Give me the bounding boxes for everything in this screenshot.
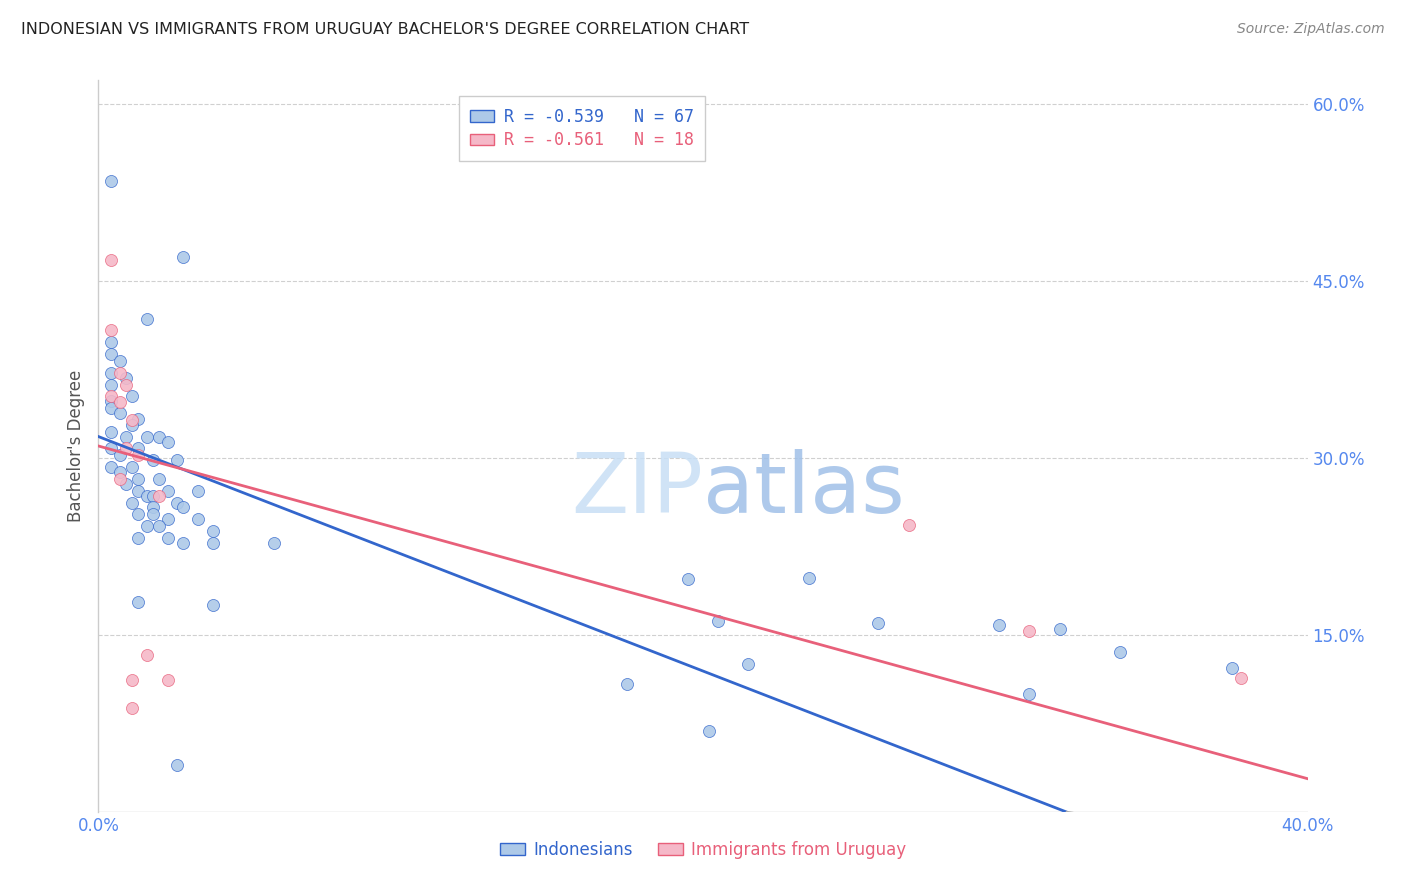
Point bbox=[127, 412, 149, 426]
Point bbox=[108, 472, 131, 486]
Point bbox=[148, 489, 170, 503]
Point bbox=[1220, 661, 1243, 675]
Point bbox=[142, 453, 165, 467]
Point bbox=[156, 512, 179, 526]
Text: ZIP: ZIP bbox=[571, 450, 703, 531]
Point bbox=[127, 508, 149, 522]
Point bbox=[100, 323, 122, 337]
Point bbox=[100, 173, 122, 187]
Point bbox=[737, 657, 759, 672]
Point bbox=[616, 677, 638, 691]
Point bbox=[156, 673, 179, 687]
Point bbox=[108, 354, 131, 368]
Point bbox=[797, 571, 820, 585]
Point bbox=[148, 429, 170, 443]
Point bbox=[142, 500, 165, 515]
Point bbox=[135, 311, 157, 326]
Point bbox=[1109, 645, 1132, 659]
Point bbox=[1018, 624, 1040, 639]
Point bbox=[172, 535, 194, 549]
Point bbox=[100, 347, 122, 361]
Point bbox=[676, 572, 699, 586]
Point bbox=[114, 476, 136, 491]
Point bbox=[202, 535, 225, 549]
Point bbox=[135, 519, 157, 533]
Point bbox=[1230, 672, 1253, 686]
Point bbox=[114, 442, 136, 456]
Point bbox=[988, 618, 1011, 632]
Point bbox=[100, 366, 122, 380]
Text: atlas: atlas bbox=[703, 450, 904, 531]
Point bbox=[108, 406, 131, 420]
Point bbox=[100, 335, 122, 350]
Point bbox=[127, 595, 149, 609]
Point bbox=[156, 531, 179, 545]
Point bbox=[172, 500, 194, 515]
Point bbox=[166, 757, 188, 772]
Point bbox=[156, 435, 179, 450]
Point bbox=[263, 535, 285, 549]
Point bbox=[100, 425, 122, 439]
Point bbox=[127, 483, 149, 498]
Point bbox=[100, 460, 122, 475]
Point bbox=[114, 370, 136, 384]
Point bbox=[187, 483, 209, 498]
Point bbox=[868, 615, 890, 630]
Point bbox=[127, 442, 149, 456]
Point bbox=[100, 389, 122, 403]
Point bbox=[114, 429, 136, 443]
Point bbox=[121, 673, 143, 687]
Point bbox=[108, 449, 131, 463]
Point bbox=[100, 394, 122, 409]
Point bbox=[100, 442, 122, 456]
Point bbox=[697, 724, 720, 739]
Point bbox=[202, 599, 225, 613]
Point bbox=[121, 460, 143, 475]
Point bbox=[187, 512, 209, 526]
Point bbox=[1049, 622, 1071, 636]
Point bbox=[121, 495, 143, 509]
Point bbox=[100, 377, 122, 392]
Point bbox=[142, 489, 165, 503]
Text: INDONESIAN VS IMMIGRANTS FROM URUGUAY BACHELOR'S DEGREE CORRELATION CHART: INDONESIAN VS IMMIGRANTS FROM URUGUAY BA… bbox=[21, 22, 749, 37]
Point bbox=[142, 508, 165, 522]
Point bbox=[127, 472, 149, 486]
Point bbox=[135, 648, 157, 662]
Point bbox=[108, 395, 131, 409]
Point bbox=[166, 495, 188, 509]
Point bbox=[1018, 687, 1040, 701]
Point bbox=[121, 701, 143, 715]
Point bbox=[121, 389, 143, 403]
Text: Source: ZipAtlas.com: Source: ZipAtlas.com bbox=[1237, 22, 1385, 37]
Point bbox=[135, 489, 157, 503]
Point bbox=[148, 519, 170, 533]
Point bbox=[108, 465, 131, 479]
Point bbox=[135, 429, 157, 443]
Point bbox=[202, 524, 225, 538]
Y-axis label: Bachelor's Degree: Bachelor's Degree bbox=[67, 370, 86, 522]
Point bbox=[707, 614, 730, 628]
Point bbox=[156, 483, 179, 498]
Point bbox=[127, 531, 149, 545]
Point bbox=[172, 250, 194, 264]
Point bbox=[114, 377, 136, 392]
Point bbox=[166, 453, 188, 467]
Point bbox=[100, 401, 122, 416]
Point bbox=[100, 252, 122, 267]
Point bbox=[127, 449, 149, 463]
Legend: Indonesians, Immigrants from Uruguay: Indonesians, Immigrants from Uruguay bbox=[494, 834, 912, 865]
Point bbox=[108, 366, 131, 380]
Point bbox=[121, 417, 143, 432]
Point bbox=[897, 518, 920, 533]
Point bbox=[121, 413, 143, 427]
Point bbox=[148, 472, 170, 486]
